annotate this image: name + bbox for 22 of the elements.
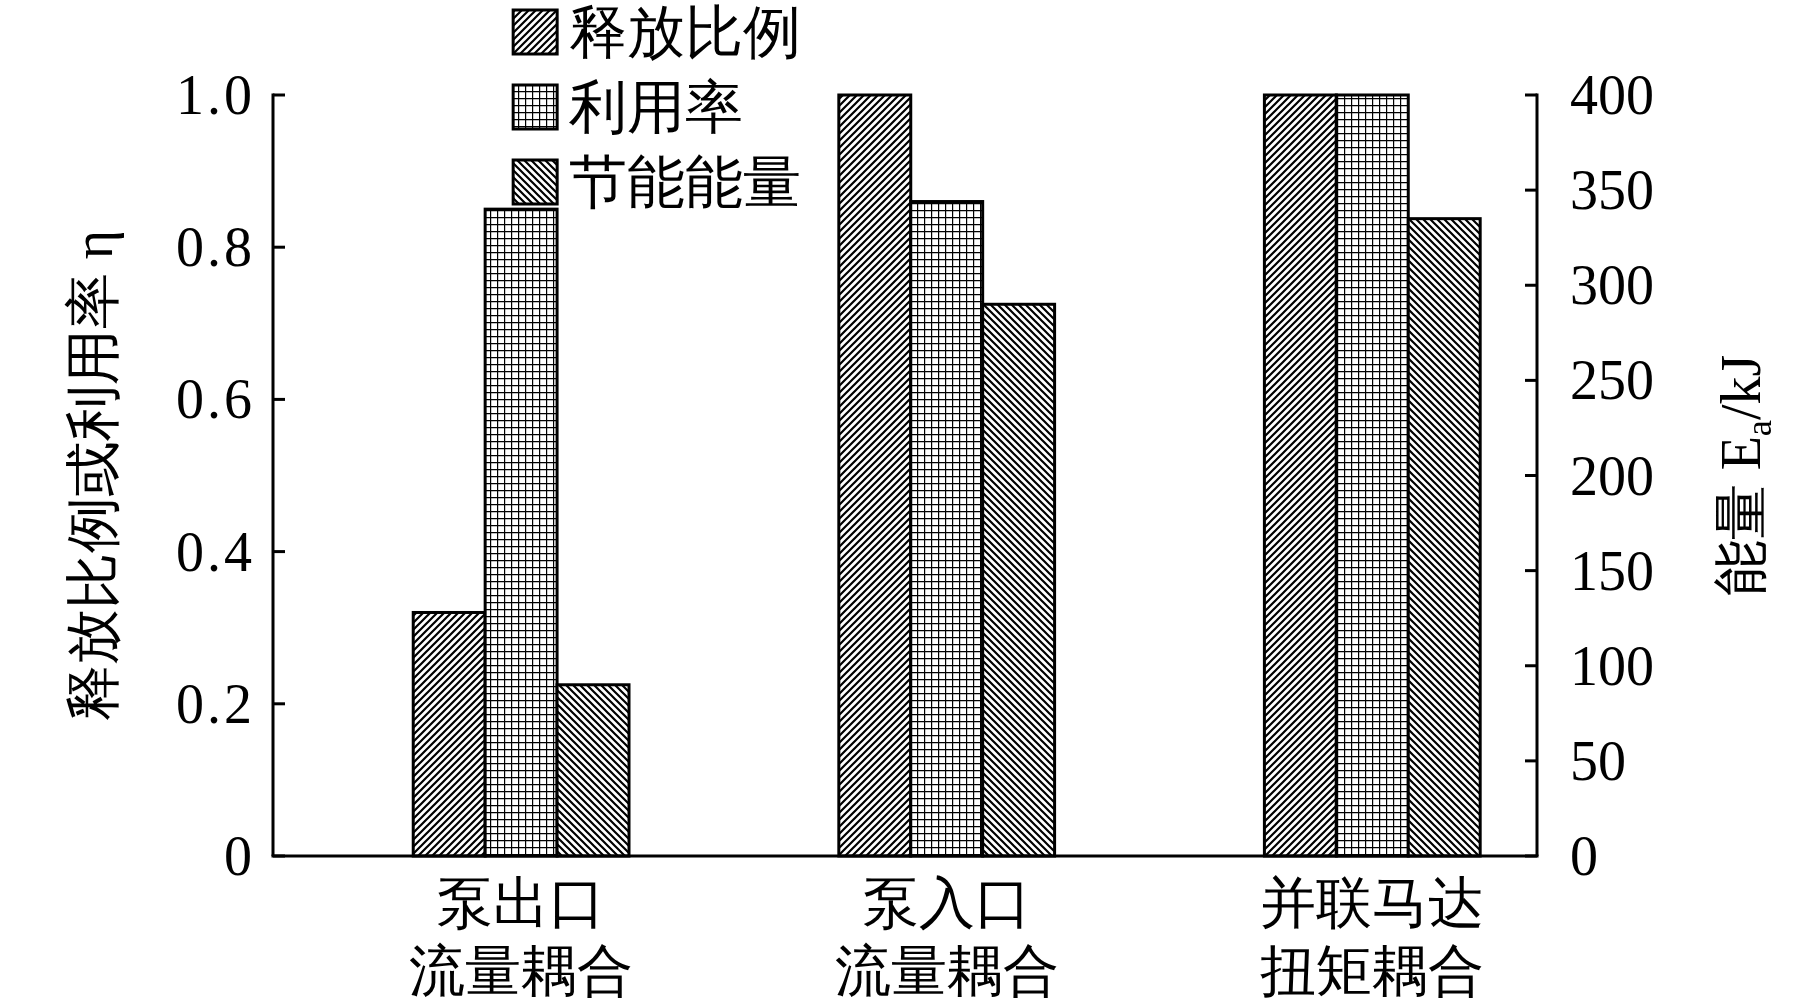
- y2-tick-label: 200: [1570, 444, 1654, 507]
- y-tick-label: 1.0: [176, 64, 255, 126]
- legend-label: 节能能量: [569, 149, 802, 215]
- y-axis-title: 释放比例或利用率 η: [62, 229, 124, 722]
- y-tick-label: 0.2: [176, 672, 255, 735]
- x-tick-label: 泵出口流量耦合: [409, 872, 634, 1002]
- x-tick-label: 并联马达扭矩耦合: [1260, 872, 1485, 1002]
- legend-label: 利用率: [569, 74, 744, 140]
- legend-label: 释放比例: [569, 0, 802, 65]
- y2-tick-label: 100: [1570, 634, 1654, 697]
- y2-tick-label: 150: [1570, 539, 1654, 602]
- y2-tick-label: 350: [1570, 159, 1654, 222]
- y2-tick-label: 400: [1570, 64, 1654, 126]
- y2-tick-label: 250: [1570, 349, 1654, 412]
- y2-tick-label: 300: [1570, 254, 1654, 317]
- y-tick-label: 0.6: [176, 368, 255, 431]
- y-tick-label: 0.4: [176, 520, 255, 583]
- y2-tick-label: 50: [1570, 729, 1626, 792]
- y-tick-label: 0: [224, 825, 255, 887]
- x-tick-label: 泵入口流量耦合: [834, 872, 1059, 1002]
- y-tick-label: 0.8: [176, 216, 255, 279]
- y2-tick-label: 0: [1570, 825, 1598, 887]
